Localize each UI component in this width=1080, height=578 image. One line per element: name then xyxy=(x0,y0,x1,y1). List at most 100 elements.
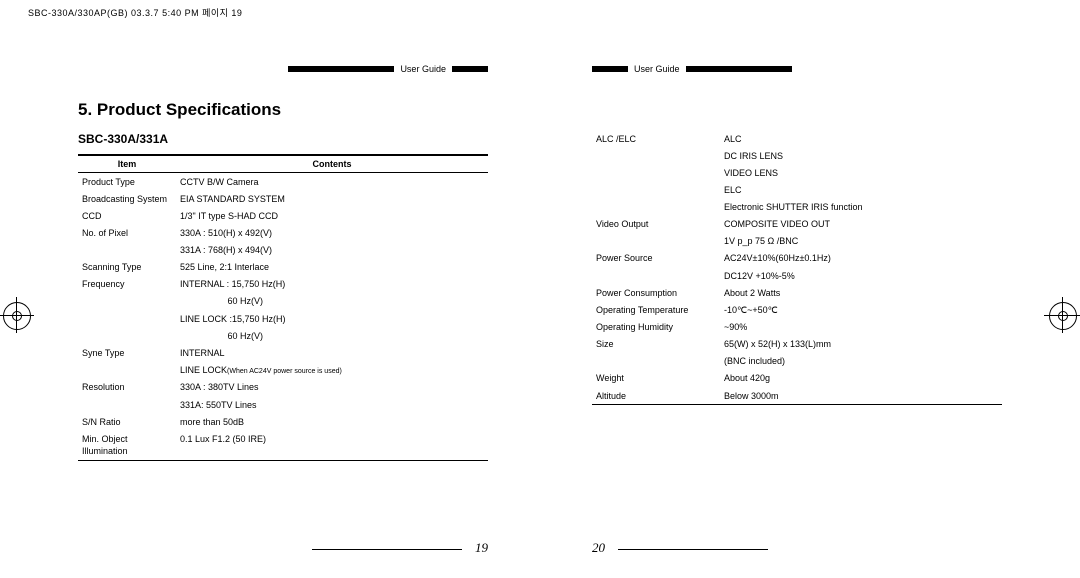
spec-item xyxy=(592,199,720,216)
spec-item: S/N Ratio xyxy=(78,413,176,430)
spec-value: INTERNAL xyxy=(176,344,488,361)
table-row: (BNC included) xyxy=(592,353,1002,370)
spec-item xyxy=(78,327,176,344)
table-row: ALC /ELCALC xyxy=(592,130,1002,147)
th-contents: Contents xyxy=(176,155,488,173)
table-row: Power SourceAC24V±10%(60Hz±0.1Hz) xyxy=(592,250,1002,267)
spec-item: Power Consumption xyxy=(592,284,720,301)
spec-value: Electronic SHUTTER IRIS function xyxy=(720,199,1002,216)
spec-item xyxy=(592,147,720,164)
spec-value: 1/3" IT type S-HAD CCD xyxy=(176,207,488,224)
spec-value: 330A : 380TV Lines xyxy=(176,379,488,396)
user-guide-label-left: User Guide xyxy=(394,64,452,74)
spec-item xyxy=(78,362,176,379)
spec-value: 0.1 Lux F1.2 (50 IRE) xyxy=(176,430,488,460)
spec-value: VIDEO LENS xyxy=(720,164,1002,181)
page-spread: User Guide 5. Product Specifications SBC… xyxy=(26,40,1054,574)
spec-item: CCD xyxy=(78,207,176,224)
spec-value: DC12V +10%-5% xyxy=(720,267,1002,284)
table-row: LINE LOCK(When AC24V power source is use… xyxy=(78,362,488,379)
spec-value: (BNC included) xyxy=(720,353,1002,370)
spec-item: Scanning Type xyxy=(78,259,176,276)
spec-item xyxy=(592,181,720,198)
page-number-left: 19 xyxy=(475,540,488,556)
th-item: Item xyxy=(78,155,176,173)
table-row: Power ConsumptionAbout 2 Watts xyxy=(592,284,1002,301)
spec-item xyxy=(592,164,720,181)
spec-value: 60 Hz(V) xyxy=(176,327,488,344)
spec-value: -10℃~+50℃ xyxy=(720,301,1002,318)
spec-table-right: ALC /ELCALCDC IRIS LENSVIDEO LENSELCElec… xyxy=(592,130,1002,410)
spec-item xyxy=(78,242,176,259)
section-title: 5. Product Specifications xyxy=(78,100,488,120)
spec-item xyxy=(78,396,176,413)
page-left: User Guide 5. Product Specifications SBC… xyxy=(26,40,540,574)
spec-value: EIA STANDARD SYSTEM xyxy=(176,190,488,207)
spec-value: About 420g xyxy=(720,370,1002,387)
table-row: ELC xyxy=(592,181,1002,198)
spec-item: No. of Pixel xyxy=(78,224,176,241)
spec-value: DC IRIS LENS xyxy=(720,147,1002,164)
spec-item xyxy=(592,233,720,250)
spec-value: ~90% xyxy=(720,319,1002,336)
spec-value: Below 3000m xyxy=(720,387,1002,405)
spec-value: COMPOSITE VIDEO OUT xyxy=(720,216,1002,233)
page-rule-left xyxy=(312,549,462,550)
table-row: Operating Humidity~90% xyxy=(592,319,1002,336)
page-number-right: 20 xyxy=(592,540,605,556)
table-row: WeightAbout 420g xyxy=(592,370,1002,387)
table-row: Broadcasting SystemEIA STANDARD SYSTEM xyxy=(78,190,488,207)
table-row: VIDEO LENS xyxy=(592,164,1002,181)
spec-value: 60 Hz(V) xyxy=(176,293,488,310)
spec-item: Altitude xyxy=(592,387,720,405)
spec-value: INTERNAL : 15,750 Hz(H) xyxy=(176,276,488,293)
table-row: Size65(W) x 52(H) x 133(L)mm xyxy=(592,336,1002,353)
table-row: Scanning Type525 Line, 2:1 Interlace xyxy=(78,259,488,276)
spec-value: 331A: 550TV Lines xyxy=(176,396,488,413)
spec-value: ELC xyxy=(720,181,1002,198)
spec-item: Power Source xyxy=(592,250,720,267)
table-row: Min. Object Illumination0.1 Lux F1.2 (50… xyxy=(78,430,488,460)
spec-value: ALC xyxy=(720,130,1002,147)
table-row: 331A : 768(H) x 494(V) xyxy=(78,242,488,259)
file-header-text: SBC-330A/330AP(GB) 03.3.7 5:40 PM 페이지 19 xyxy=(28,6,242,19)
spec-table-right-wrap: ALC /ELCALCDC IRIS LENSVIDEO LENSELCElec… xyxy=(592,130,1002,410)
table-row: 331A: 550TV Lines xyxy=(78,396,488,413)
page-right: User Guide ALC /ELCALCDC IRIS LENSVIDEO … xyxy=(540,40,1054,574)
spec-item: Weight xyxy=(592,370,720,387)
spec-value: CCTV B/W Camera xyxy=(176,173,488,191)
table-row: CCD1/3" IT type S-HAD CCD xyxy=(78,207,488,224)
spec-item xyxy=(78,310,176,327)
table-row: Operating Temperature-10℃~+50℃ xyxy=(592,301,1002,318)
table-row: Product TypeCCTV B/W Camera xyxy=(78,173,488,191)
table-row: 60 Hz(V) xyxy=(78,293,488,310)
table-row: No. of Pixel330A : 510(H) x 492(V) xyxy=(78,224,488,241)
spec-value: 65(W) x 52(H) x 133(L)mm xyxy=(720,336,1002,353)
table-row: DC IRIS LENS xyxy=(592,147,1002,164)
spec-item: Broadcasting System xyxy=(78,190,176,207)
spec-item: Syne Type xyxy=(78,344,176,361)
spec-item: Operating Humidity xyxy=(592,319,720,336)
spec-item: ALC /ELC xyxy=(592,130,720,147)
spec-value: 525 Line, 2:1 Interlace xyxy=(176,259,488,276)
spec-value: 330A : 510(H) x 492(V) xyxy=(176,224,488,241)
table-row: 1V p_p 75 Ω /BNC xyxy=(592,233,1002,250)
spec-value: 1V p_p 75 Ω /BNC xyxy=(720,233,1002,250)
table-row: DC12V +10%-5% xyxy=(592,267,1002,284)
spec-value: AC24V±10%(60Hz±0.1Hz) xyxy=(720,250,1002,267)
table-row: Video OutputCOMPOSITE VIDEO OUT xyxy=(592,216,1002,233)
spec-item xyxy=(592,353,720,370)
spec-item xyxy=(78,293,176,310)
spec-value: LINE LOCK :15,750 Hz(H) xyxy=(176,310,488,327)
table-row: FrequencyINTERNAL : 15,750 Hz(H) xyxy=(78,276,488,293)
user-guide-label-right: User Guide xyxy=(628,64,686,74)
header-band-right: User Guide xyxy=(592,66,792,72)
table-row: Syne TypeINTERNAL xyxy=(78,344,488,361)
table-row: LINE LOCK :15,750 Hz(H) xyxy=(78,310,488,327)
table-row: AltitudeBelow 3000m xyxy=(592,387,1002,405)
spec-item: Min. Object Illumination xyxy=(78,430,176,460)
spec-item: Resolution xyxy=(78,379,176,396)
model-heading: SBC-330A/331A xyxy=(78,132,488,146)
spec-value: more than 50dB xyxy=(176,413,488,430)
spec-item: Video Output xyxy=(592,216,720,233)
